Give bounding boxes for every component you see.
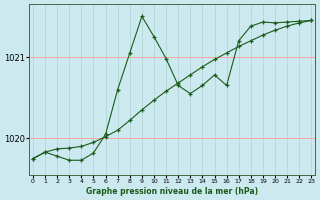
X-axis label: Graphe pression niveau de la mer (hPa): Graphe pression niveau de la mer (hPa)	[86, 187, 258, 196]
